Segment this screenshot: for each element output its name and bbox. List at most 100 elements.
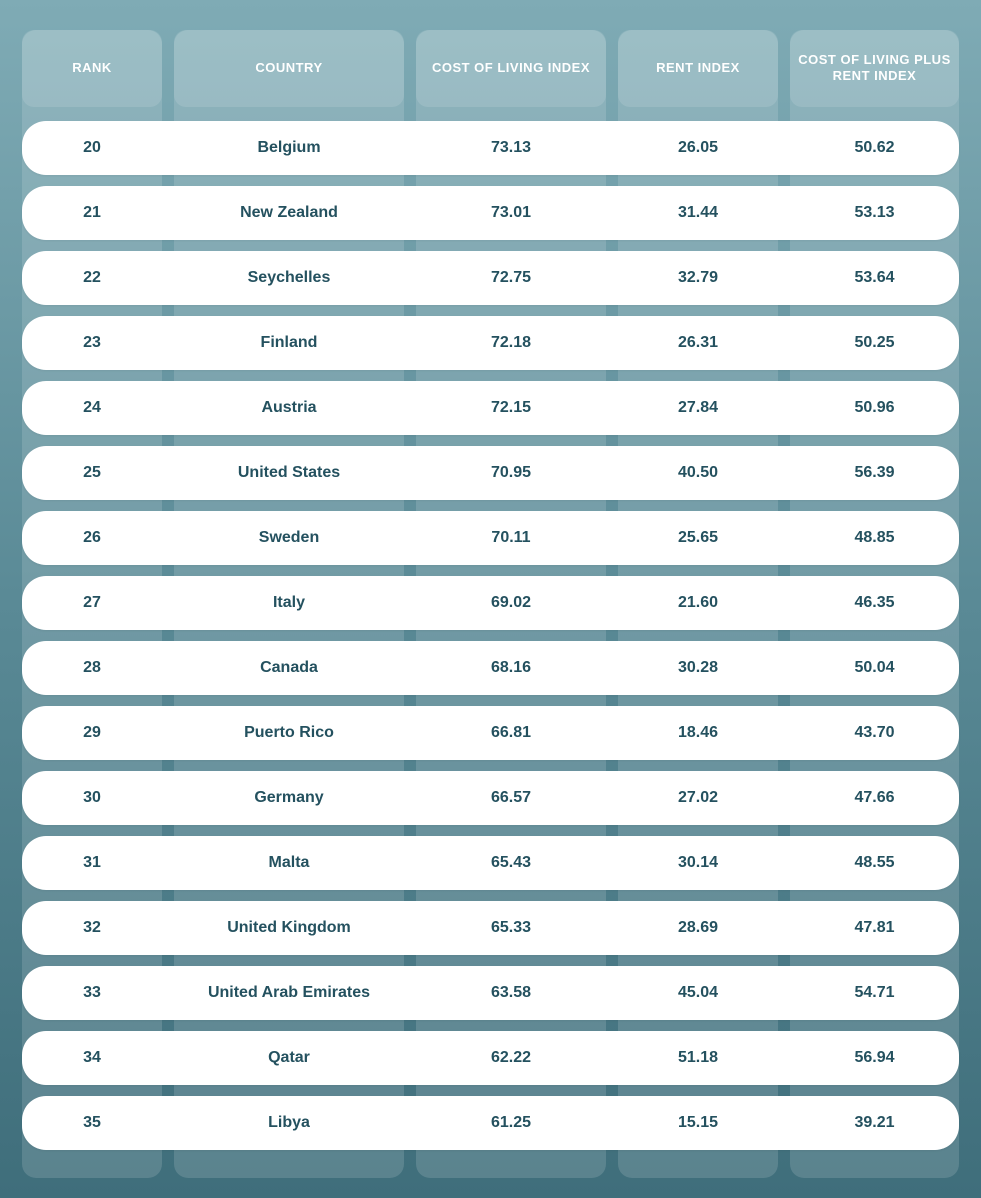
cell-col-index: 72.15 [416, 399, 606, 417]
cell-rent-index: 26.05 [618, 139, 778, 157]
table-row: 24 Austria 72.15 27.84 50.96 [22, 381, 959, 435]
cell-col-plus-rent: 47.81 [790, 919, 959, 937]
cell-rent-index: 31.44 [618, 204, 778, 222]
cell-rent-index: 15.15 [618, 1114, 778, 1132]
cell-rent-index: 27.84 [618, 399, 778, 417]
header-col-plus-rent: COST OF LIVING PLUS RENT INDEX [790, 30, 959, 107]
cell-col-plus-rent: 43.70 [790, 724, 959, 742]
cell-country: United Kingdom [174, 919, 404, 937]
table-row: 23Finland72.1826.3150.25 [22, 316, 959, 370]
table-body: 20 Belgium 73.13 26.05 50.62 21 New Zealand 73.… [22, 121, 959, 1150]
cell-col-plus-rent: 47.66 [790, 789, 959, 807]
cell-col-index: 72.18 [416, 334, 606, 352]
cell-rent-index: 51.18 [618, 1049, 778, 1067]
cell-rent-index: 30.28 [618, 659, 778, 677]
cell-rank: 23 [22, 334, 162, 352]
cell-col-plus-rent: 50.62 [790, 139, 959, 157]
cell-rent-index: 27.02 [618, 789, 778, 807]
cell-rent-index: 32.79 [618, 269, 778, 287]
cell-rank: 35 [22, 1114, 162, 1132]
cell-rank: 30 [22, 789, 162, 807]
cell-col-index: 70.95 [416, 464, 606, 482]
cell-col-plus-rent: 56.39 [790, 464, 959, 482]
cell-rank: 29 [22, 724, 162, 742]
cell-col-index: 69.02 [416, 594, 606, 612]
cell-col-index: 65.43 [416, 854, 606, 872]
cell-col-plus-rent: 48.55 [790, 854, 959, 872]
cell-rank: 22 [22, 269, 162, 287]
table-row: 31 Malta 65.43 30.14 48.55 [22, 836, 959, 890]
cell-rank: 21 [22, 204, 162, 222]
cell-country: Canada [174, 659, 404, 677]
cell-country: Puerto Rico [174, 724, 404, 742]
cell-col-index: 70.11 [416, 529, 606, 547]
cell-col-index: 65.33 [416, 919, 606, 937]
cell-col-plus-rent: 48.85 [790, 529, 959, 547]
cell-country: Seychelles [174, 269, 404, 287]
cell-col-plus-rent: 54.71 [790, 984, 959, 1002]
cell-rank: 34 [22, 1049, 162, 1067]
cell-country: Belgium [174, 139, 404, 157]
table-row: 32United Kingdom65.3328.6947.81 [22, 901, 959, 955]
cell-col-index: 73.01 [416, 204, 606, 222]
table-row: 30 Germany 66.57 27.02 47.66 [22, 771, 959, 825]
cell-country: United Arab Emirates [174, 984, 404, 1002]
cell-rank: 25 [22, 464, 162, 482]
cell-col-plus-rent: 53.64 [790, 269, 959, 287]
cell-col-index: 61.25 [416, 1114, 606, 1132]
cell-country: Qatar [174, 1049, 404, 1067]
header-rank: RANK [22, 30, 162, 107]
cell-col-index: 66.57 [416, 789, 606, 807]
cell-col-index: 66.81 [416, 724, 606, 742]
header-col-index: COST OF LIVING INDEX [416, 30, 606, 107]
cell-col-plus-rent: 39.21 [790, 1114, 959, 1132]
cell-col-index: 63.58 [416, 984, 606, 1002]
cell-col-plus-rent: 50.04 [790, 659, 959, 677]
cell-col-plus-rent: 53.13 [790, 204, 959, 222]
cell-col-index: 72.75 [416, 269, 606, 287]
cell-rent-index: 40.50 [618, 464, 778, 482]
cell-country: Austria [174, 399, 404, 417]
cell-rank: 31 [22, 854, 162, 872]
cell-country: Libya [174, 1114, 404, 1132]
table-row: 29 Puerto Rico 66.81 18.46 43.70 [22, 706, 959, 760]
cell-rank: 32 [22, 919, 162, 937]
header-rent-index: RENT INDEX [618, 30, 778, 107]
cell-col-plus-rent: 50.96 [790, 399, 959, 417]
cell-rent-index: 18.46 [618, 724, 778, 742]
cell-rank: 33 [22, 984, 162, 1002]
cell-country: Malta [174, 854, 404, 872]
cell-rank: 27 [22, 594, 162, 612]
cost-of-living-table: RANK COUNTRY COST OF LIVING INDEX RENT I… [22, 30, 959, 1150]
table-row: 27 Italy 69.02 21.60 46.35 [22, 576, 959, 630]
cell-rent-index: 30.14 [618, 854, 778, 872]
cell-col-plus-rent: 56.94 [790, 1049, 959, 1067]
cell-rank: 24 [22, 399, 162, 417]
table-row: 34 Qatar 62.22 51.18 56.94 [22, 1031, 959, 1085]
cell-country: Germany [174, 789, 404, 807]
cell-rank: 26 [22, 529, 162, 547]
table-row: 35 Libya 61.25 15.15 39.21 [22, 1096, 959, 1150]
table-row: 25 United States 70.95 40.50 56.39 [22, 446, 959, 500]
table-row: 26 Sweden 70.11 25.65 48.85 [22, 511, 959, 565]
cell-rank: 20 [22, 139, 162, 157]
cell-country: Sweden [174, 529, 404, 547]
cell-col-index: 68.16 [416, 659, 606, 677]
table-header-row: RANK COUNTRY COST OF LIVING INDEX RENT I… [22, 30, 959, 107]
table-row: 28 Canada 68.16 30.28 50.04 [22, 641, 959, 695]
cell-rent-index: 25.65 [618, 529, 778, 547]
cell-rank: 28 [22, 659, 162, 677]
cell-country: United States [174, 464, 404, 482]
cell-country: New Zealand [174, 204, 404, 222]
cell-col-plus-rent: 46.35 [790, 594, 959, 612]
cell-country: Italy [174, 594, 404, 612]
cell-col-index: 62.22 [416, 1049, 606, 1067]
cell-rent-index: 21.60 [618, 594, 778, 612]
table-row: 21 New Zealand 73.01 31.44 53.13 [22, 186, 959, 240]
cell-country: Finland [174, 334, 404, 352]
cell-col-plus-rent: 50.25 [790, 334, 959, 352]
table-row: 33 United Arab Emirates 63.58 45.04 54.71 [22, 966, 959, 1020]
cell-rent-index: 45.04 [618, 984, 778, 1002]
table-row: 22 Seychelles 72.75 32.79 53.64 [22, 251, 959, 305]
cell-col-index: 73.13 [416, 139, 606, 157]
